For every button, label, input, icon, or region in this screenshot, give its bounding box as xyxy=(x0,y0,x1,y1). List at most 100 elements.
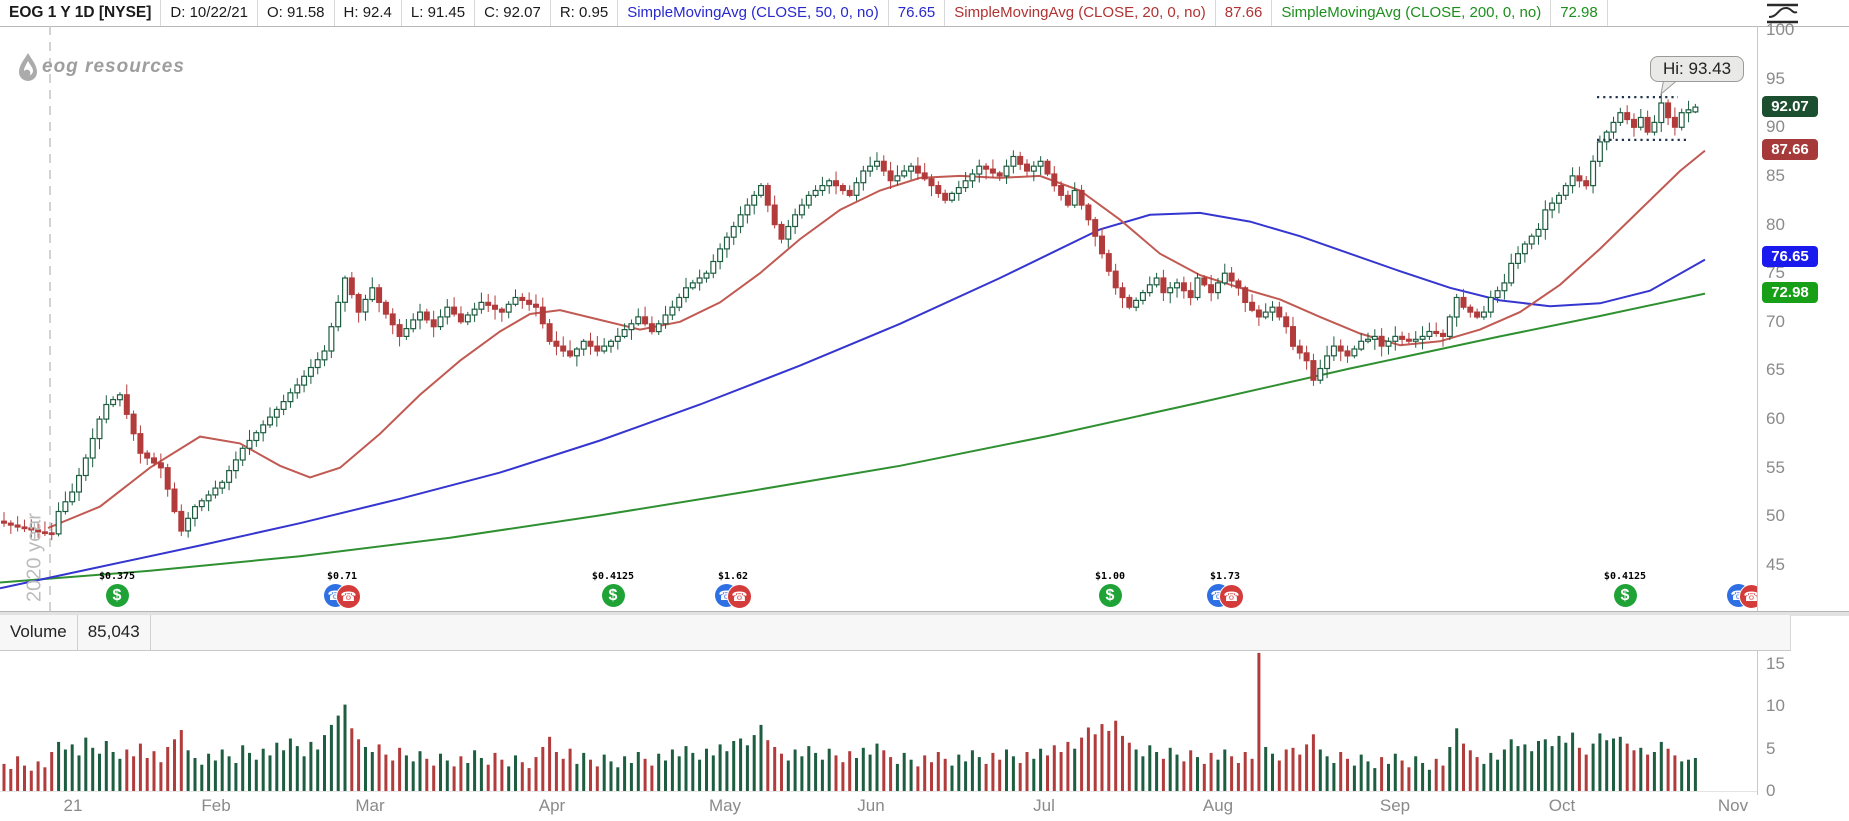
earnings-call-icon[interactable]: ☎☎ xyxy=(323,584,361,609)
volume-bar xyxy=(1032,758,1036,791)
volume-bar xyxy=(1468,750,1472,791)
volume-bar xyxy=(1100,724,1104,791)
volume-bar xyxy=(507,766,511,791)
volume-bar xyxy=(1455,728,1459,791)
volume-bar xyxy=(950,765,954,791)
candlestick-plot[interactable] xyxy=(0,26,1757,614)
candle-body xyxy=(826,180,833,187)
candle-body xyxy=(1685,109,1692,114)
price-axis[interactable]: 100 95 90 85 80 75 70 65 60 55 50 45 92.07 87.66 76.65… xyxy=(1757,20,1849,614)
volume-bar xyxy=(29,770,33,791)
candle-body xyxy=(962,180,969,189)
volume-bar xyxy=(786,760,790,791)
volume-bar xyxy=(1530,751,1534,791)
chart-style-icon[interactable] xyxy=(1765,2,1801,25)
volume-bar xyxy=(766,740,770,791)
earnings-call-icon[interactable]: ☎☎ xyxy=(714,584,752,609)
indicator-label[interactable]: SimpleMovingAvg (CLOSE, 200, 0, no) xyxy=(1272,0,1552,26)
volume-bar xyxy=(404,755,408,791)
candle-body xyxy=(1590,160,1597,187)
volume-plot[interactable] xyxy=(0,650,1757,791)
volume-bar xyxy=(220,749,224,791)
candle-body xyxy=(1467,306,1474,313)
volume-bar xyxy=(391,760,395,791)
dividend-icon[interactable]: $ xyxy=(1613,584,1637,607)
candle-body xyxy=(717,248,724,263)
candle-body xyxy=(805,194,812,206)
volume-bar xyxy=(1086,727,1090,791)
candle-body xyxy=(212,487,219,496)
earnings-call-icon[interactable]: ☎☎ xyxy=(1206,584,1244,609)
candle-body xyxy=(21,526,28,530)
price-chart-pane[interactable]: eog resources 2020 year Hi: 93.43 $0.375… xyxy=(0,26,1757,614)
sma50-line xyxy=(0,211,1706,590)
event-marker-earnings[interactable]: $1.62 ☎☎ xyxy=(711,571,755,613)
indicator-label[interactable]: SimpleMovingAvg (CLOSE, 50, 0, no) xyxy=(618,0,889,26)
volume-bar xyxy=(1073,748,1077,791)
volume-bar xyxy=(486,764,490,791)
volume-bar xyxy=(1148,745,1152,791)
candle-body xyxy=(1,520,8,524)
pane-splitter[interactable] xyxy=(0,611,1849,616)
candle-body xyxy=(1576,175,1583,182)
volume-bar xyxy=(602,754,606,791)
event-marker-earnings[interactable]: $1.73 ☎☎ xyxy=(1203,571,1247,613)
volume-bar xyxy=(193,758,197,791)
time-axis[interactable]: 21 Feb Mar Apr May Jun Jul Aug Sep Oct Nov xyxy=(0,793,1757,821)
volume-bar xyxy=(1543,739,1547,791)
candle-body xyxy=(1371,335,1378,340)
candle-body xyxy=(321,350,328,361)
time-axis-label: 21 xyxy=(63,796,83,815)
volume-bar xyxy=(1202,763,1206,791)
candle-body xyxy=(1085,204,1092,221)
candle-body xyxy=(1624,112,1631,121)
volume-bar xyxy=(1693,758,1697,791)
event-marker-earnings[interactable]: $0.71 ☎☎ xyxy=(320,571,364,613)
candle-body xyxy=(1133,299,1140,308)
volume-bar xyxy=(1039,748,1043,791)
candle-body xyxy=(389,313,396,326)
event-marker-dividend[interactable]: $0.4125 $ xyxy=(1603,571,1647,607)
candle-body xyxy=(785,225,792,240)
candle-body xyxy=(1474,311,1481,318)
candle-body xyxy=(1153,277,1160,286)
candle-body xyxy=(839,185,846,192)
volume-bar xyxy=(343,704,347,791)
earnings-call-icon[interactable]: ☎☎ xyxy=(1726,584,1757,609)
candle-body xyxy=(1249,301,1256,311)
volume-bar xyxy=(111,752,115,791)
dividend-icon[interactable]: $ xyxy=(105,584,129,607)
candle-body xyxy=(1671,116,1678,128)
candle-body xyxy=(178,510,185,532)
event-marker-amount: $0.375 xyxy=(98,571,136,582)
symbol-label[interactable]: EOG 1 Y 1D [NYSE] xyxy=(0,0,162,26)
event-marker-dividend[interactable]: $0.4125 $ xyxy=(591,571,635,607)
year-boundary-label: 2020 year xyxy=(23,513,46,602)
dividend-icon[interactable]: $ xyxy=(601,584,625,607)
volume-bar xyxy=(732,741,736,791)
dividend-icon[interactable]: $ xyxy=(1098,584,1122,607)
candle-body xyxy=(730,225,737,238)
volume-bar xyxy=(1216,759,1220,791)
price-tick: 50 xyxy=(1766,506,1785,526)
candle-body xyxy=(1023,163,1030,172)
volume-bar xyxy=(841,762,845,791)
volume-bar xyxy=(1400,760,1404,791)
volume-bar xyxy=(57,741,61,791)
candle-body xyxy=(792,214,799,228)
volume-axis[interactable]: 15 10 5 0 xyxy=(1757,650,1849,800)
volume-bar xyxy=(1182,761,1186,791)
candle-body xyxy=(1221,272,1228,284)
indicator-label[interactable]: SimpleMovingAvg (CLOSE, 20, 0, no) xyxy=(945,0,1216,26)
candle-body xyxy=(983,165,990,170)
candle-body xyxy=(662,314,669,325)
event-marker-dividend[interactable]: $1.00 $ xyxy=(1088,571,1132,607)
candle-body xyxy=(157,462,164,469)
volume-bar xyxy=(1059,752,1063,791)
candle-body xyxy=(798,204,805,216)
event-marker-earnings[interactable]: ☎☎ xyxy=(1723,571,1757,613)
candle-body xyxy=(260,424,267,434)
volume-bar xyxy=(1168,747,1172,791)
event-marker-dividend[interactable]: $0.375 $ xyxy=(95,571,139,607)
candle-body xyxy=(1610,121,1617,133)
